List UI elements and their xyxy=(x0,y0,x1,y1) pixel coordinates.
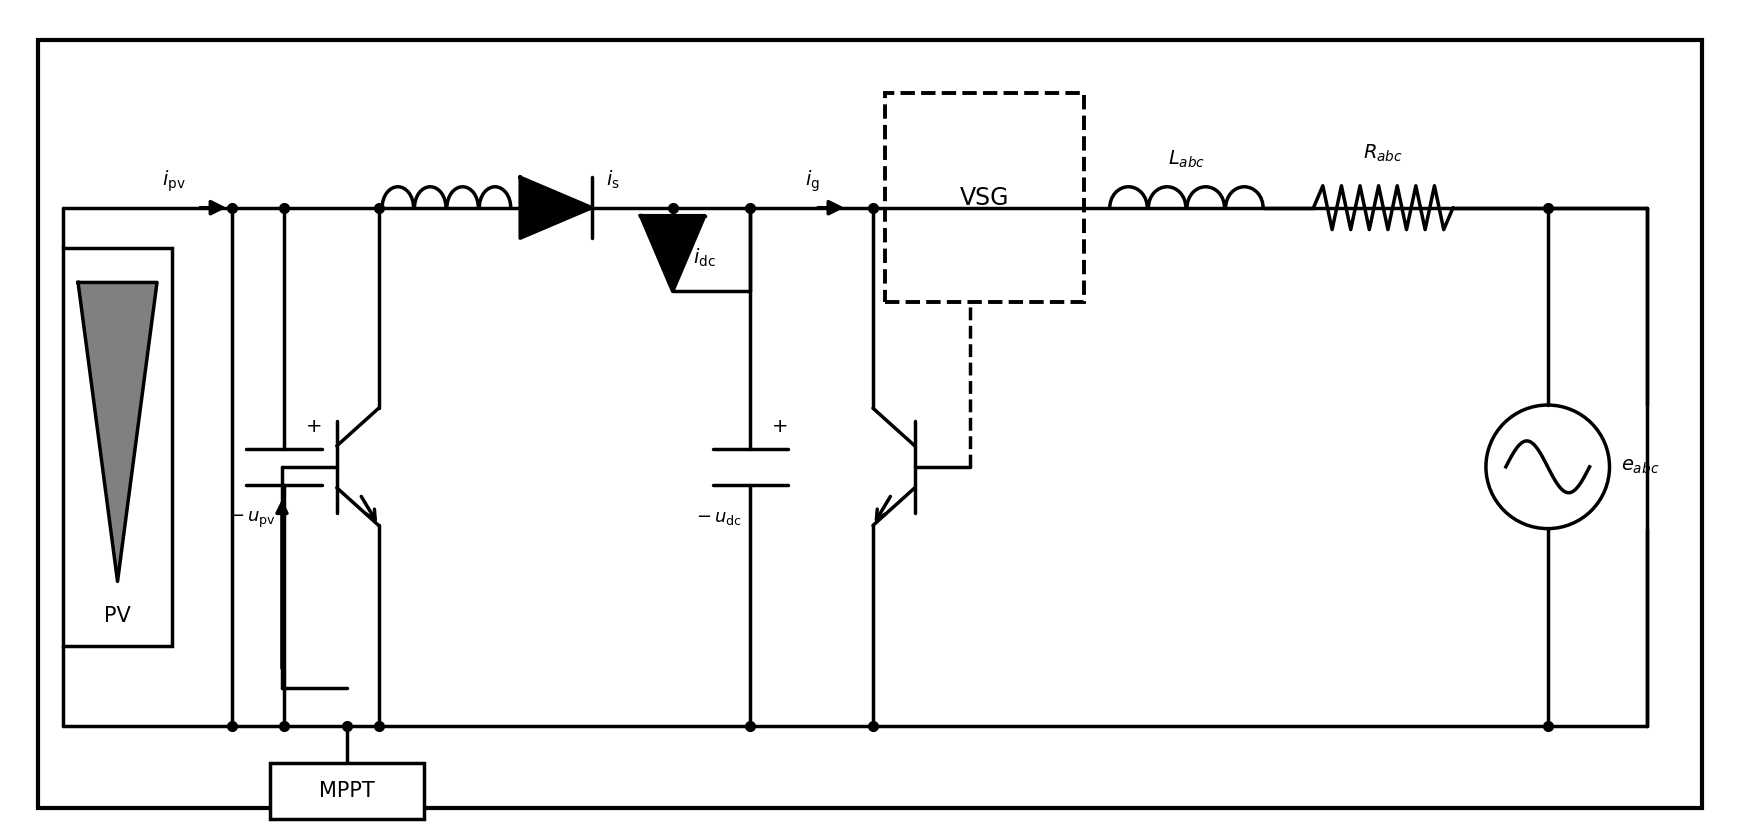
Text: VSG: VSG xyxy=(960,186,1009,210)
Text: $R_{abc}$: $R_{abc}$ xyxy=(1363,142,1402,164)
Text: +: + xyxy=(772,417,788,436)
Text: MPPT: MPPT xyxy=(318,781,374,801)
Polygon shape xyxy=(78,283,157,581)
Text: $i_{\rm s}$: $i_{\rm s}$ xyxy=(605,169,619,191)
Bar xyxy=(270,762,424,819)
Text: $i_{\rm g}$: $i_{\rm g}$ xyxy=(805,169,819,194)
Text: +: + xyxy=(306,417,322,436)
Bar xyxy=(885,93,1083,303)
Text: $-\,u_{\rm pv}$: $-\,u_{\rm pv}$ xyxy=(230,509,275,529)
Bar xyxy=(63,247,172,646)
Text: $-\,u_{\rm dc}$: $-\,u_{\rm dc}$ xyxy=(696,509,741,527)
Text: $i_{\rm dc}$: $i_{\rm dc}$ xyxy=(692,246,715,269)
Text: $e_{abc}$: $e_{abc}$ xyxy=(1621,457,1659,476)
Polygon shape xyxy=(520,177,591,238)
Text: PV: PV xyxy=(104,606,130,626)
Text: $i_{\rm pv}$: $i_{\rm pv}$ xyxy=(162,169,186,194)
Polygon shape xyxy=(640,216,704,291)
Text: $L_{abc}$: $L_{abc}$ xyxy=(1167,149,1205,170)
